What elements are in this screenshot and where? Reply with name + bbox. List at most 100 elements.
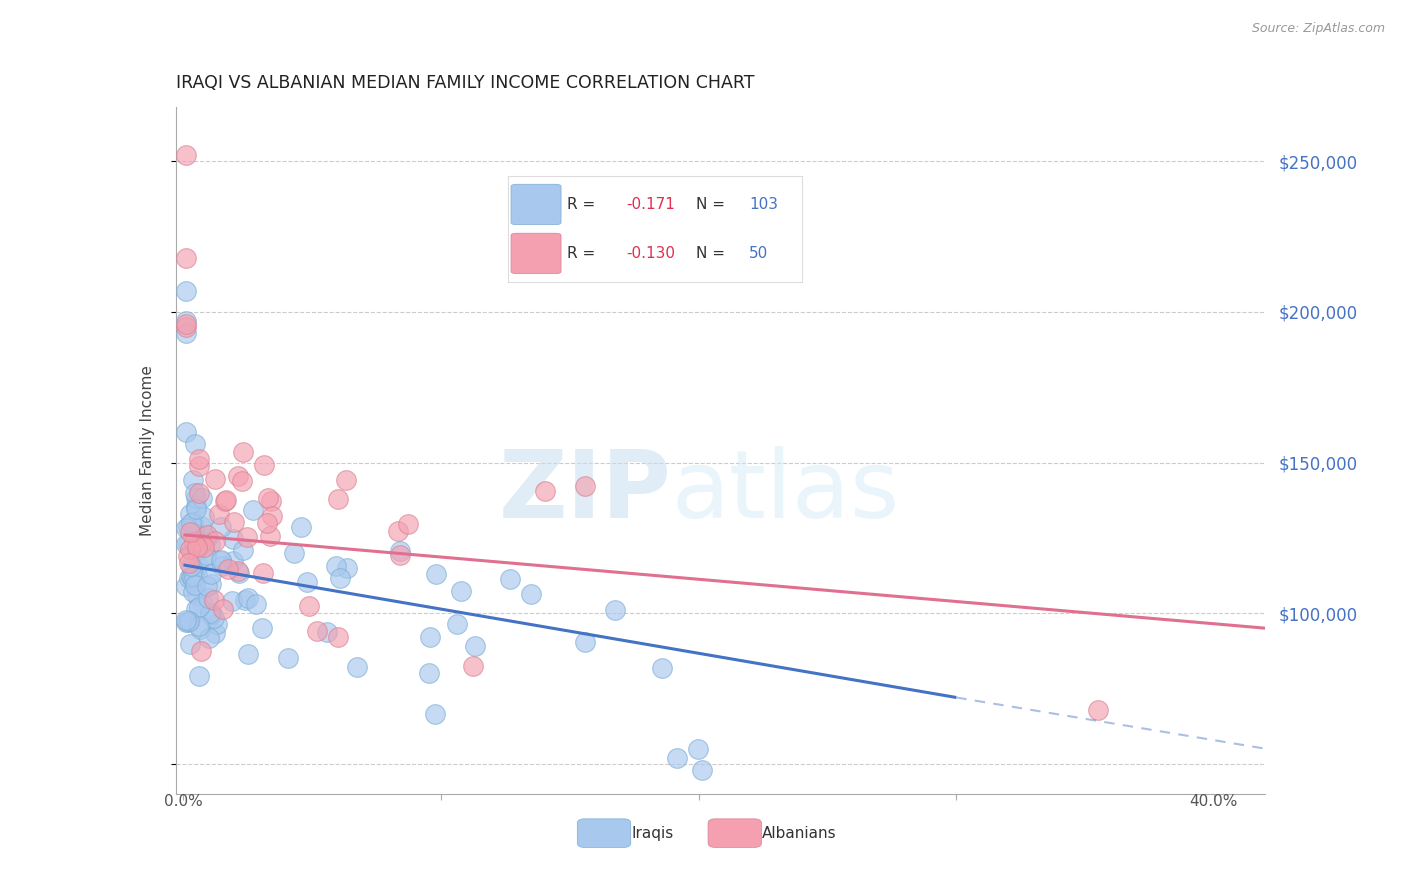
Point xyxy=(184,437,207,451)
Point xyxy=(187,619,209,633)
Point xyxy=(187,539,209,553)
Point xyxy=(187,486,209,500)
Point xyxy=(180,516,202,531)
Point xyxy=(232,445,254,459)
Text: 103: 103 xyxy=(749,197,779,212)
Point xyxy=(215,493,238,508)
Point xyxy=(305,624,328,638)
Point xyxy=(176,615,198,630)
Point xyxy=(183,535,205,549)
Point xyxy=(1087,702,1109,716)
Point xyxy=(326,630,349,644)
Point xyxy=(690,763,713,777)
Point xyxy=(666,750,689,764)
Point xyxy=(389,548,412,562)
Point xyxy=(181,473,204,487)
Point xyxy=(188,623,211,637)
Point xyxy=(174,615,197,630)
Text: 50: 50 xyxy=(749,246,769,261)
Point xyxy=(190,644,212,658)
Point xyxy=(315,625,337,640)
Text: R =: R = xyxy=(567,197,595,212)
Point xyxy=(222,554,245,568)
Point xyxy=(174,148,197,162)
Point xyxy=(250,622,273,636)
Point xyxy=(335,473,357,487)
Point xyxy=(188,669,211,683)
Point xyxy=(184,491,207,505)
Point xyxy=(605,603,627,617)
Point xyxy=(186,502,208,516)
Text: Albanians: Albanians xyxy=(762,826,837,840)
Point xyxy=(651,661,673,675)
Point xyxy=(298,599,321,613)
Point xyxy=(226,564,249,578)
Point xyxy=(186,588,208,602)
Point xyxy=(174,425,197,440)
Point xyxy=(209,553,232,567)
Point xyxy=(236,530,259,544)
Point xyxy=(425,566,447,581)
Point xyxy=(184,542,207,557)
Point xyxy=(187,451,209,466)
Point xyxy=(232,543,254,558)
Point xyxy=(183,569,205,583)
Point xyxy=(190,519,212,533)
Point xyxy=(174,326,197,340)
Point xyxy=(186,568,208,582)
Point xyxy=(174,317,197,331)
Point xyxy=(519,587,541,601)
Point xyxy=(252,566,274,580)
Point xyxy=(253,458,276,472)
Point xyxy=(177,571,200,585)
Point xyxy=(204,626,226,640)
Text: N =: N = xyxy=(696,197,725,212)
Point xyxy=(179,637,201,651)
Point xyxy=(174,579,197,593)
Point xyxy=(177,614,200,628)
Point xyxy=(260,494,283,508)
Point xyxy=(245,597,267,611)
Point xyxy=(418,666,440,681)
Point xyxy=(177,519,200,533)
Point xyxy=(204,533,226,548)
Text: Source: ZipAtlas.com: Source: ZipAtlas.com xyxy=(1251,22,1385,36)
Point xyxy=(211,558,233,573)
Point xyxy=(186,534,208,549)
Point xyxy=(325,559,347,574)
Point xyxy=(259,529,281,543)
Point xyxy=(204,472,226,486)
Point xyxy=(174,251,197,265)
Point xyxy=(194,549,217,563)
Point xyxy=(195,552,218,566)
Point xyxy=(181,585,204,599)
Point xyxy=(200,566,222,581)
Point xyxy=(187,558,209,572)
Point xyxy=(290,520,312,534)
Point xyxy=(177,549,200,563)
Point xyxy=(195,528,218,542)
Text: ZIP: ZIP xyxy=(499,446,672,538)
Point xyxy=(179,614,201,628)
Point xyxy=(534,483,557,498)
Point xyxy=(174,521,197,535)
Point xyxy=(257,491,280,505)
Point xyxy=(499,572,522,586)
Point xyxy=(193,510,215,524)
Text: N =: N = xyxy=(696,246,725,261)
Text: R =: R = xyxy=(567,246,595,261)
Point xyxy=(187,600,209,615)
Point xyxy=(464,639,486,653)
Point xyxy=(198,631,221,645)
Point xyxy=(181,570,204,584)
Point xyxy=(221,594,243,608)
Point xyxy=(242,503,264,517)
Point xyxy=(209,552,232,566)
Point xyxy=(179,524,201,539)
Point xyxy=(174,314,197,328)
Point xyxy=(197,591,219,605)
Point xyxy=(186,602,208,616)
Point xyxy=(201,607,224,622)
Point xyxy=(209,520,232,534)
Point xyxy=(177,557,200,571)
